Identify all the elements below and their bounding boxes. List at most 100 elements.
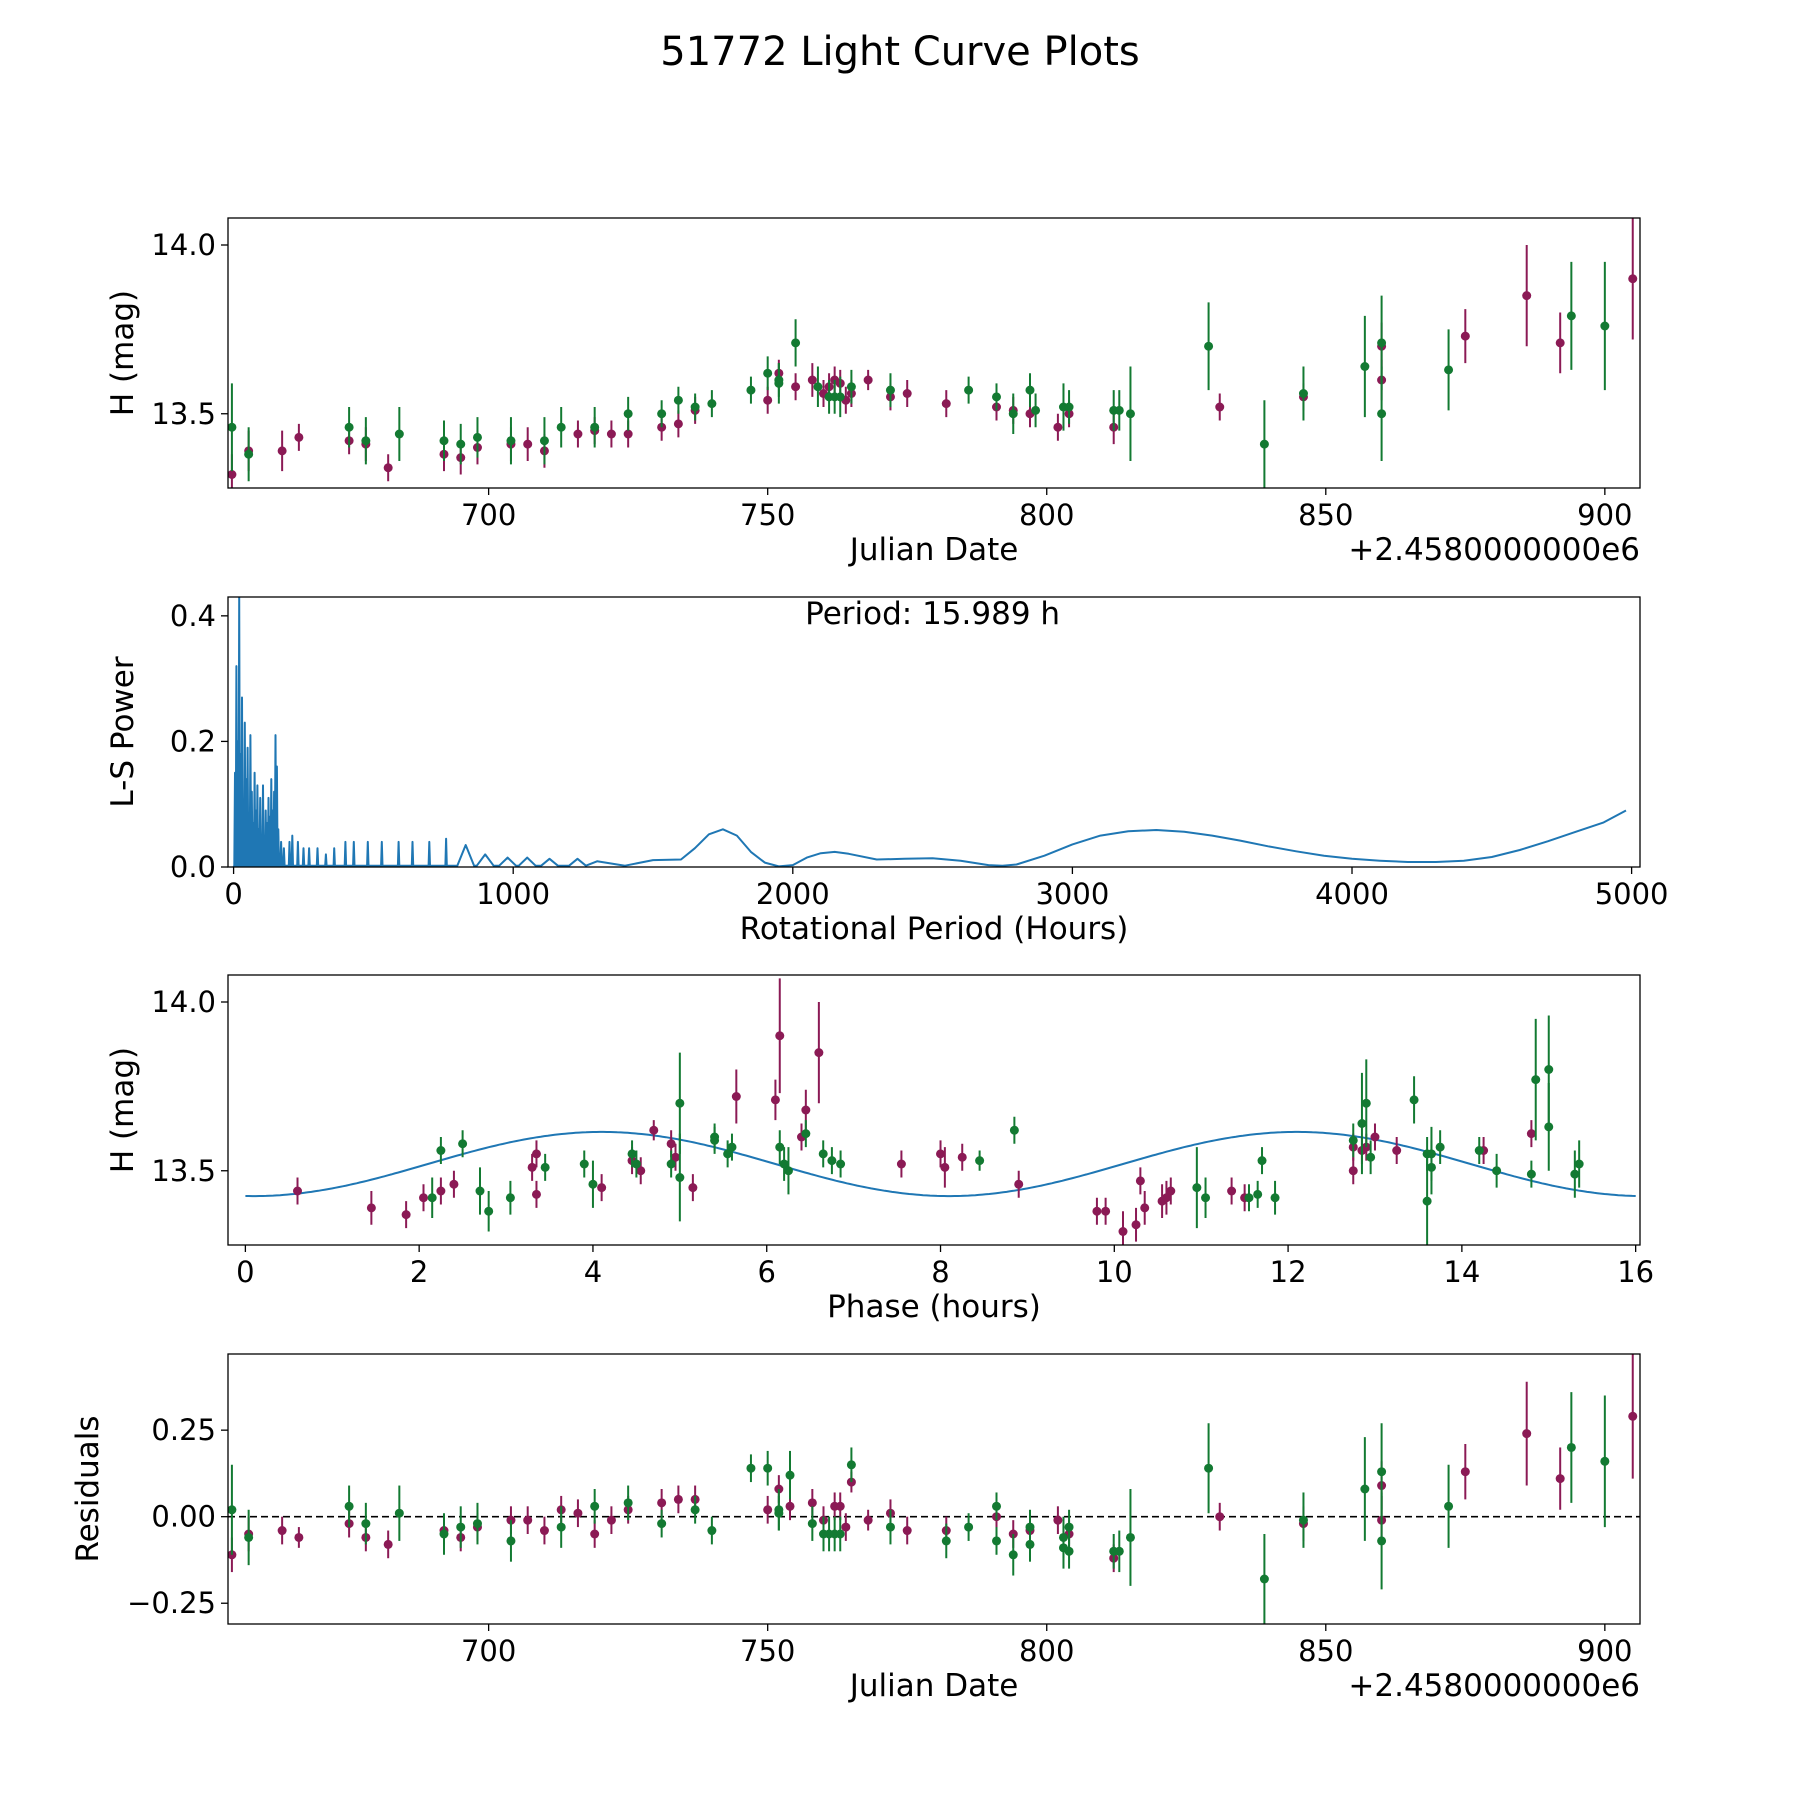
data-point-green <box>1125 409 1135 419</box>
x-axis-label: Rotational Period (Hours) <box>740 911 1129 947</box>
data-point-green <box>590 1501 600 1511</box>
data-point-green <box>394 429 404 439</box>
data-point-red <box>419 1193 429 1203</box>
data-point-red <box>666 1139 676 1149</box>
data-point-green <box>813 382 823 392</box>
data-point-red <box>763 395 773 405</box>
data-point-red <box>527 1162 537 1172</box>
x-tick-label: 6 <box>758 1255 776 1289</box>
data-point-green <box>801 1129 811 1139</box>
data-point-red <box>573 1508 583 1518</box>
data-point-red <box>366 1203 376 1213</box>
data-point-red <box>841 1522 851 1532</box>
data-point-green <box>1409 1095 1419 1105</box>
y-tick-label: 13.5 <box>151 397 216 431</box>
data-point-green <box>1492 1166 1502 1176</box>
data-point-green <box>1025 385 1035 395</box>
data-point-green <box>885 385 895 395</box>
data-point-red <box>775 1031 785 1041</box>
data-point-green <box>836 1159 846 1169</box>
data-point-red <box>1526 1129 1536 1139</box>
data-point-red <box>902 389 912 398</box>
data-point-red <box>1215 402 1225 412</box>
data-point-green <box>631 1159 641 1169</box>
data-point-red <box>770 1095 780 1105</box>
data-point-red <box>1522 1429 1532 1439</box>
data-point-red <box>1118 1227 1128 1236</box>
data-point-red <box>863 1515 873 1525</box>
data-point-green <box>1377 409 1387 419</box>
data-point-red <box>294 1532 304 1542</box>
x-offset-label: +2.4580000000e6 <box>1348 1668 1640 1704</box>
x-tick-label: 900 <box>1577 498 1632 532</box>
x-offset-label: +2.4580000000e6 <box>1348 532 1640 568</box>
model-curve <box>245 1130 1636 1198</box>
data-point-green <box>623 409 633 419</box>
data-point-green <box>1444 1501 1454 1511</box>
data-point-green <box>690 1505 700 1515</box>
data-point-green <box>791 338 801 348</box>
data-point-green <box>1566 1442 1576 1452</box>
data-point-green <box>992 392 1002 402</box>
data-point-red <box>449 1179 459 1189</box>
data-point-red <box>531 1149 541 1159</box>
data-point-green <box>1125 1532 1135 1542</box>
data-point-green <box>846 382 856 392</box>
y-axis-label: H (mag) <box>105 290 141 416</box>
data-point-green <box>588 1179 598 1189</box>
data-point-red <box>401 1210 411 1220</box>
data-point-green <box>1201 1193 1211 1203</box>
data-point-green <box>807 1519 817 1529</box>
y-tick-label: 0.00 <box>151 1500 216 1534</box>
data-point-green <box>1422 1196 1432 1206</box>
data-point-green <box>779 1159 789 1169</box>
y-tick-label: 14.0 <box>151 228 216 262</box>
y-axis-label: H (mag) <box>105 1047 141 1173</box>
data-point-red <box>606 429 616 439</box>
data-point-green <box>657 409 667 419</box>
x-tick-label: 2 <box>410 1255 428 1289</box>
data-point-green <box>1544 1122 1554 1132</box>
x-tick-label: 700 <box>461 498 516 532</box>
data-point-red <box>294 432 304 442</box>
x-tick-label: 850 <box>1298 1634 1353 1668</box>
x-tick-label: 5000 <box>1595 877 1669 911</box>
x-tick-label: 12 <box>1270 1255 1307 1289</box>
data-point-green <box>1008 1550 1018 1560</box>
x-tick-label: 900 <box>1577 1634 1632 1668</box>
data-point-green <box>244 1532 254 1542</box>
data-point-red <box>531 1189 541 1199</box>
data-point-green <box>1357 1119 1367 1128</box>
data-point-red <box>1135 1176 1145 1186</box>
x-tick-label: 4000 <box>1315 877 1389 911</box>
data-point-green <box>885 1522 895 1532</box>
data-point-green <box>1570 1169 1580 1179</box>
data-point-green <box>1064 1546 1074 1556</box>
data-point-green <box>992 1536 1002 1546</box>
x-tick-label: 750 <box>740 1634 795 1668</box>
data-point-red <box>941 399 951 409</box>
data-point-green <box>556 1522 566 1532</box>
data-point-green <box>505 1193 515 1203</box>
data-point-green <box>1360 1484 1370 1494</box>
data-point-green <box>627 1149 637 1159</box>
data-point-green <box>1244 1193 1254 1203</box>
data-point-red <box>590 1529 600 1539</box>
data-point-green <box>1204 341 1214 351</box>
data-point-green <box>1544 1065 1554 1074</box>
data-point-green <box>1531 1075 1541 1085</box>
data-point-red <box>573 429 583 439</box>
data-area <box>228 1354 1640 1624</box>
data-point-green <box>361 1519 371 1529</box>
data-point-green <box>1114 405 1124 415</box>
data-point-green <box>1361 1098 1371 1108</box>
x-tick-label: 700 <box>461 1634 516 1668</box>
data-point-red <box>1215 1512 1225 1522</box>
data-point-green <box>1600 1456 1610 1466</box>
data-point-green <box>456 1522 466 1532</box>
x-tick-label: 10 <box>1096 1255 1133 1289</box>
data-point-red <box>1348 1166 1358 1176</box>
data-point-green <box>964 1522 974 1532</box>
data-point-red <box>670 1152 680 1162</box>
